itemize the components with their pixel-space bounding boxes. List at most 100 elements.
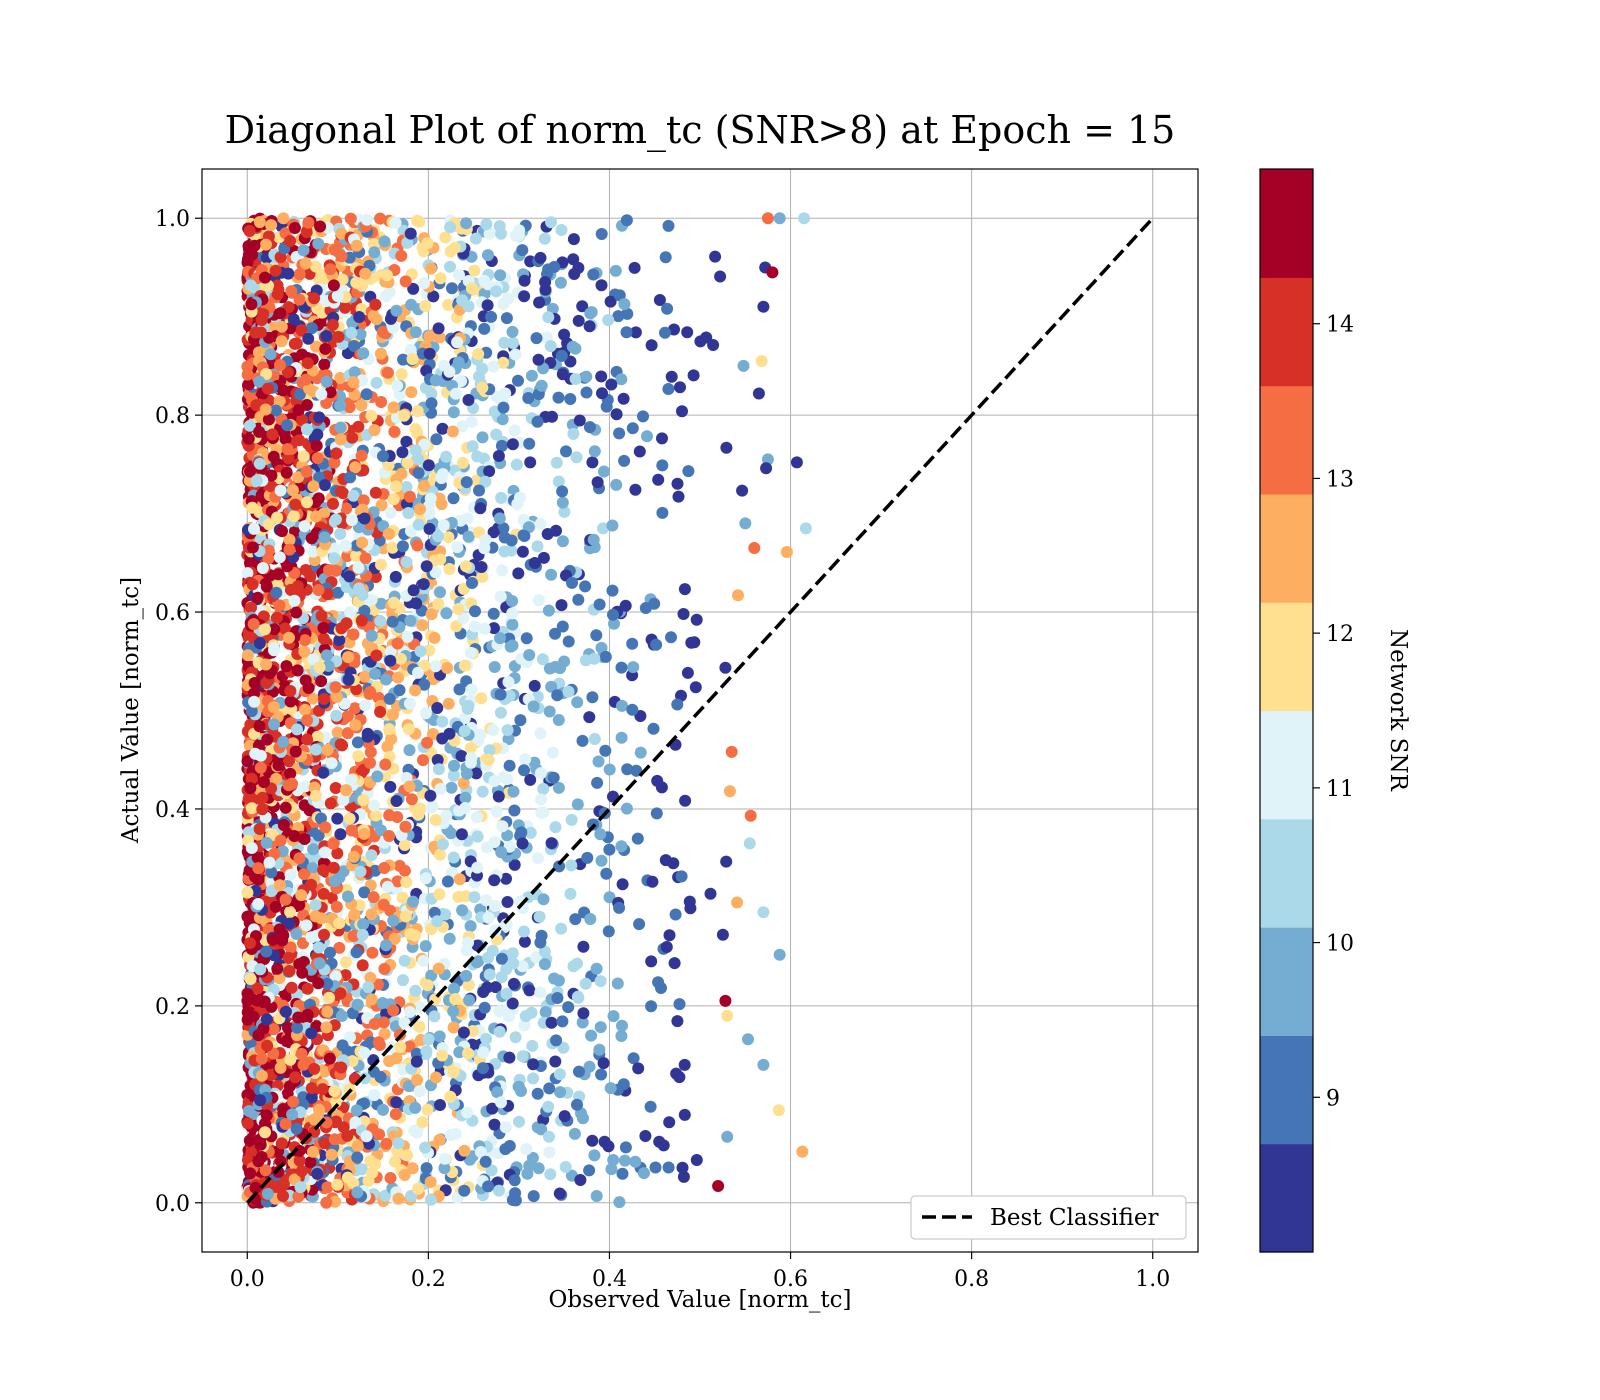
scatter-point (497, 522, 510, 535)
scatter-point (607, 1154, 620, 1166)
scatter-point (404, 227, 417, 240)
scatter-point (317, 632, 330, 645)
scatter-point (478, 322, 491, 335)
scatter-point (736, 484, 749, 497)
scatter-point (478, 622, 491, 635)
scatter-point (287, 510, 300, 523)
scatter-point (318, 531, 331, 544)
scatter-point (285, 981, 298, 994)
scatter-point (629, 483, 642, 496)
scatter-point (405, 386, 418, 399)
scatter-point (303, 804, 316, 817)
scatter-point (331, 847, 344, 860)
scatter-point (279, 1118, 292, 1130)
scatter-point (241, 1013, 254, 1026)
scatter-point (267, 450, 280, 463)
scatter-point (383, 692, 396, 705)
scatter-point (444, 260, 456, 273)
scatter-point (618, 298, 631, 311)
scatter-point (401, 630, 414, 643)
scatter-point (350, 1104, 363, 1117)
scatter-point (488, 775, 501, 787)
scatter-point (320, 1021, 333, 1034)
scatter-point (377, 1016, 390, 1029)
scatter-point (399, 910, 412, 923)
scatter-point (410, 1055, 423, 1068)
scatter-point (593, 598, 606, 611)
scatter-point (678, 1058, 691, 1071)
scatter-point (313, 411, 326, 424)
scatter-point (333, 917, 346, 930)
scatter-point (260, 677, 273, 689)
scatter-point (380, 939, 393, 952)
scatter-point (309, 743, 322, 756)
scatter-point (358, 1046, 371, 1059)
scatter-point (317, 887, 330, 900)
scatter-point (396, 446, 409, 459)
scatter-point (503, 689, 516, 702)
scatter-point (462, 530, 475, 543)
scatter-point (409, 444, 422, 457)
scatter-point (433, 888, 446, 901)
scatter-point (580, 386, 593, 399)
scatter-point (659, 326, 671, 339)
scatter-point (375, 499, 388, 512)
scatter-point (677, 1170, 690, 1183)
scatter-point (355, 614, 368, 627)
scatter-point (395, 368, 408, 381)
scatter-point (562, 685, 575, 698)
scatter-point (296, 348, 308, 361)
scatter-point (281, 419, 294, 432)
scatter-point (406, 1162, 419, 1175)
scatter-point (383, 830, 396, 842)
scatter-point (483, 465, 496, 478)
scatter-point (682, 465, 695, 478)
scatter-point (271, 962, 284, 975)
scatter-point (364, 685, 377, 698)
scatter-point (331, 812, 344, 825)
scatter-point (490, 805, 503, 818)
scatter-point (321, 588, 334, 601)
scatter-point (546, 746, 559, 759)
scatter-point (365, 993, 378, 1006)
scatter-point (534, 936, 547, 949)
scatter-point (257, 1022, 270, 1035)
scatter-point (457, 777, 470, 790)
scatter-point (677, 608, 690, 620)
scatter-point (380, 1137, 393, 1150)
scatter-point (327, 279, 340, 292)
scatter-point (472, 734, 485, 747)
scatter-point (662, 219, 675, 232)
scatter-point (618, 1154, 631, 1167)
scatter-point (719, 661, 732, 674)
scatter-point (400, 435, 413, 448)
scatter-point (514, 714, 527, 727)
scatter-point (656, 459, 669, 472)
scatter-point (497, 401, 510, 414)
scatter-point (493, 512, 506, 525)
scatter-point (565, 859, 578, 872)
scatter-point (453, 683, 466, 696)
scatter-point (307, 1145, 319, 1158)
scatter-point (282, 301, 295, 314)
scatter-point (298, 634, 311, 647)
scatter-point (412, 1182, 425, 1195)
scatter-point (375, 558, 387, 571)
scatter-point (333, 941, 346, 954)
scatter-point (386, 615, 399, 628)
scatter-point (586, 691, 599, 704)
scatter-point (308, 292, 321, 305)
scatter-point (588, 1149, 601, 1162)
scatter-point (341, 550, 354, 562)
scatter-point (410, 597, 423, 610)
scatter-point (619, 1141, 632, 1154)
scatter-point (358, 1072, 371, 1085)
scatter-point (583, 1060, 596, 1073)
scatter-point (242, 793, 255, 805)
scatter-point (255, 1052, 268, 1065)
scatter-point (600, 400, 613, 413)
scatter-point (508, 1174, 521, 1187)
scatter-point (668, 957, 681, 970)
scatter-point (488, 836, 501, 848)
scatter-point (289, 745, 302, 758)
